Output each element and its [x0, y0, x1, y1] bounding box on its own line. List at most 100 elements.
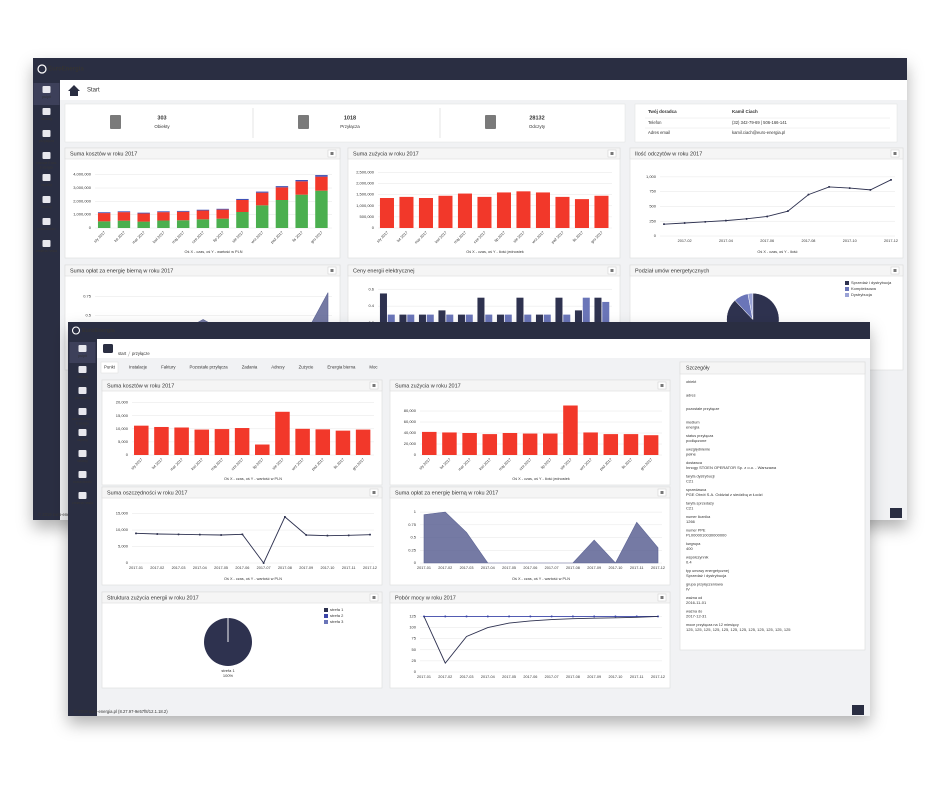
panel-button-icon — [610, 269, 614, 272]
nav-label: rozrachunki — [37, 227, 56, 231]
nav-label: obiekty — [41, 117, 53, 121]
x-tick-label: 2017-08 — [566, 675, 580, 679]
stat-icon — [485, 115, 496, 129]
panel — [389, 379, 671, 486]
nav-label: pulpit — [78, 354, 87, 358]
stat-value: 303 — [157, 115, 166, 121]
chart-title: Ceny energii elektrycznej — [353, 268, 414, 274]
plug-icon — [103, 344, 113, 353]
advisor-value: (32) 342-79-69 | 506-166-141 — [732, 120, 788, 125]
chart-title: Struktura zużycia energii w roku 2017 — [107, 595, 199, 601]
bar — [315, 176, 328, 191]
x-tick-label: 2017-04 — [719, 239, 733, 243]
panel-header — [347, 264, 621, 277]
tab[interactable]: Energia bierna — [327, 365, 356, 370]
bar — [174, 427, 189, 455]
y-tick-label: 15,000 — [116, 511, 129, 516]
bar — [563, 405, 578, 455]
panel — [64, 147, 341, 259]
legend-swatch — [845, 281, 849, 285]
x-tick-label: 2017-09 — [587, 566, 601, 570]
tab[interactable]: Punkt — [104, 365, 116, 370]
y-tick-label: 4,000,000 — [73, 172, 92, 177]
sidebar — [33, 80, 60, 520]
y-tick-label: 60,000 — [404, 419, 417, 424]
pie-value-label: 100% — [223, 673, 234, 678]
tab[interactable]: Pozostałe przyłącza — [189, 365, 228, 370]
panel — [389, 591, 671, 689]
nav-icon — [78, 450, 87, 457]
chart-title: Pobór mocy w roku 2017 — [395, 595, 456, 601]
x-tick-label: 2017-02 — [678, 239, 692, 243]
bar — [502, 433, 518, 455]
bar — [535, 192, 550, 228]
top-bar — [33, 58, 907, 80]
tab[interactable]: Faktury — [161, 365, 176, 370]
tab[interactable]: Zadania — [242, 365, 258, 370]
brand: EuroEnergia — [82, 328, 116, 334]
panel-header — [64, 264, 341, 277]
y-tick-label: 2,000,000 — [73, 198, 92, 203]
x-tick-label: 2017-12 — [884, 239, 898, 243]
legend-label: strefa 1 — [330, 607, 344, 612]
bar — [137, 213, 150, 222]
details-header — [679, 361, 866, 375]
bar — [379, 293, 387, 340]
chart-title: Podział umów energetycznych — [635, 268, 709, 274]
nav-label: raporty — [41, 183, 52, 187]
bar — [137, 221, 150, 228]
bar — [134, 425, 149, 455]
bar — [117, 211, 131, 213]
x-tick-label: 2017-08 — [566, 566, 580, 570]
nav-icon — [42, 240, 51, 247]
stat-value: 1018 — [344, 115, 356, 121]
bar — [379, 198, 394, 228]
y-tick-label: 5,000 — [118, 544, 129, 549]
bar — [236, 198, 249, 200]
bar — [295, 180, 308, 182]
y-tick-label: 750 — [649, 189, 656, 194]
detail-label: ważna od — [686, 596, 702, 600]
x-tick-label: 2017-01 — [417, 566, 431, 570]
x-tick-label: 2017-04 — [481, 675, 495, 679]
bar — [216, 208, 229, 210]
nav-label: raporty — [77, 438, 88, 442]
y-tick-label: 25 — [412, 658, 417, 663]
tab[interactable]: Adresy — [271, 365, 285, 370]
bar — [236, 200, 249, 212]
detail-value: Innogy STOEN OPERATOR Sp. z o.o. - Warsz… — [686, 465, 777, 470]
bar — [236, 212, 249, 228]
panel-header — [629, 264, 904, 277]
x-tick-label: 2017-11 — [630, 566, 644, 570]
detail-value: energia — [686, 425, 700, 430]
x-tick-label: 2017-05 — [502, 566, 516, 570]
bar — [295, 181, 308, 195]
bar — [335, 430, 351, 455]
bar — [355, 429, 371, 455]
bar — [594, 195, 609, 228]
y-tick-label: 125 — [409, 614, 416, 619]
y-tick-label: 0 — [126, 452, 129, 457]
nav-icon — [42, 174, 51, 181]
nav-icon — [78, 492, 87, 499]
x-tick-label: 2017-08 — [801, 239, 815, 243]
bar — [516, 191, 531, 228]
bar — [477, 297, 485, 340]
detail-label: typ umowy energetycznej — [686, 569, 729, 573]
chart-subtitle: Oś X - czas, oś Y - wartość w PLN — [224, 477, 282, 481]
x-tick-label: 2017-06 — [235, 566, 249, 570]
chart-title: Suma zużycia w roku 2017 — [353, 151, 419, 157]
tab[interactable]: Instalacje — [129, 365, 148, 370]
tab[interactable]: Moc — [369, 365, 378, 370]
bar — [255, 192, 269, 206]
bar — [255, 191, 269, 193]
detail-value: PL0000010030000000 — [686, 533, 727, 538]
chart-title: Suma kosztów w roku 2017 — [70, 151, 137, 157]
bar — [196, 210, 210, 220]
stat-value: 28132 — [529, 115, 544, 121]
x-tick-label: 2017-08 — [278, 566, 292, 570]
tab[interactable]: Zużycie — [299, 365, 314, 370]
detail-value: podłączone — [686, 438, 707, 443]
detail-value: IV — [686, 587, 690, 592]
bar — [97, 213, 111, 222]
